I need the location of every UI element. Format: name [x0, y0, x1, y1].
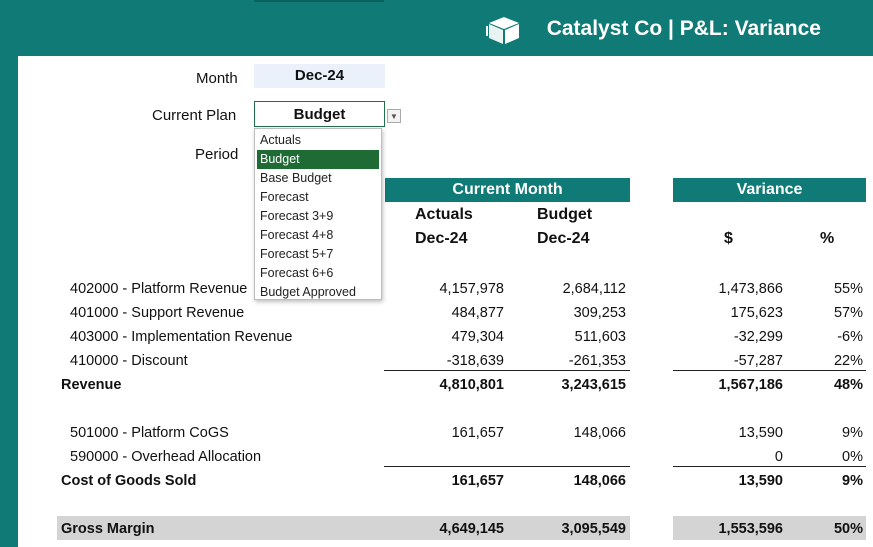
- header-bar: [0, 0, 873, 56]
- dropdown-option-forecast-6-6[interactable]: Forecast 6+6: [260, 266, 334, 280]
- header-accent: [254, 0, 384, 2]
- cell-actuals: 479,304: [451, 329, 504, 345]
- current-plan-select[interactable]: Budget: [254, 101, 385, 127]
- period-label: Period: [195, 146, 239, 163]
- dropdown-option-budget-approved[interactable]: Budget Approved: [260, 285, 356, 299]
- cell-budget: -261,353: [568, 353, 626, 369]
- cell-budget: 3,095,549: [561, 521, 626, 537]
- cell-variance-pct: 0%: [842, 449, 863, 465]
- page-title: Catalyst Co | P&L: Variance: [546, 17, 821, 40]
- cell-variance-pct: 9%: [842, 473, 863, 489]
- cell-actuals: 4,649,145: [439, 521, 504, 537]
- subtotal-divider: [673, 370, 866, 371]
- dropdown-option-budget[interactable]: Budget: [257, 150, 379, 169]
- cell-budget: 511,603: [574, 329, 626, 345]
- cell-variance: 1,567,186: [718, 377, 783, 393]
- current-plan-label: Current Plan: [152, 107, 237, 124]
- percent-column-header: %: [820, 230, 835, 247]
- actuals-column-header: Actuals: [415, 206, 473, 223]
- subtotal-divider: [384, 466, 630, 467]
- month-label: Month: [196, 70, 238, 87]
- cell-variance: 1,473,866: [718, 281, 783, 297]
- subtotal-divider: [673, 466, 866, 467]
- cell-actuals: 4,810,801: [439, 377, 504, 393]
- budget-period-header: Dec-24: [537, 230, 590, 247]
- month-field[interactable]: Dec-24: [254, 64, 385, 88]
- cell-variance-pct: 22%: [833, 353, 863, 369]
- cell-actuals: 161,657: [451, 425, 504, 441]
- plan-dropdown-list: Actuals Budget Base Budget Forecast Fore…: [254, 128, 382, 300]
- cell-variance-pct: 57%: [833, 305, 863, 321]
- cell-variance-pct: 50%: [833, 521, 863, 537]
- dropdown-option-forecast-3-9[interactable]: Forecast 3+9: [260, 209, 334, 223]
- dollar-column-header: $: [724, 230, 733, 247]
- cell-budget: 148,066: [573, 425, 626, 441]
- row-label-platform-revenue: 402000 - Platform Revenue: [70, 281, 248, 297]
- budget-column-header: Budget: [537, 206, 593, 223]
- cell-variance: 13,590: [738, 473, 783, 489]
- row-label-support-revenue: 401000 - Support Revenue: [70, 305, 245, 321]
- row-label-overhead-allocation: 590000 - Overhead Allocation: [70, 449, 262, 465]
- cell-variance: 0: [774, 449, 783, 465]
- cell-variance: 175,623: [730, 305, 783, 321]
- cell-variance: 1,553,596: [718, 521, 783, 537]
- cell-actuals: 161,657: [451, 473, 504, 489]
- subtotal-divider: [384, 370, 630, 371]
- dropdown-option-base-budget[interactable]: Base Budget: [260, 171, 332, 185]
- row-label-revenue-total: Revenue: [61, 377, 122, 393]
- cell-variance-pct: -6%: [837, 329, 863, 345]
- cell-actuals: 484,877: [451, 305, 504, 321]
- cell-actuals: 4,157,978: [439, 281, 504, 297]
- cell-budget: 2,684,112: [562, 281, 626, 297]
- cell-variance-pct: 48%: [833, 377, 863, 393]
- cell-budget: 148,066: [573, 473, 626, 489]
- left-accent-bar: [0, 0, 18, 547]
- row-label-discount: 410000 - Discount: [70, 353, 188, 369]
- cell-budget: 309,253: [573, 305, 626, 321]
- cell-variance: 13,590: [738, 425, 783, 441]
- cell-budget: 3,243,615: [561, 377, 626, 393]
- cell-variance: -32,299: [733, 329, 783, 345]
- cell-variance: -57,287: [733, 353, 783, 369]
- row-label-cogs-total: Cost of Goods Sold: [61, 473, 197, 489]
- building-blocks-icon: [486, 17, 519, 44]
- row-label-implementation-revenue: 403000 - Implementation Revenue: [70, 329, 293, 345]
- current-month-header: Current Month: [385, 178, 630, 202]
- gross-margin-band: [57, 516, 630, 540]
- dropdown-option-actuals[interactable]: Actuals: [260, 133, 301, 147]
- gross-margin-band: [673, 516, 866, 540]
- dropdown-option-forecast-5-7[interactable]: Forecast 5+7: [260, 247, 334, 261]
- cell-variance-pct: 55%: [833, 281, 863, 297]
- row-label-platform-cogs: 501000 - Platform CoGS: [70, 425, 229, 441]
- actuals-period-header: Dec-24: [415, 230, 468, 247]
- cell-actuals: -318,639: [446, 353, 504, 369]
- dropdown-arrow-icon[interactable]: ▼: [387, 109, 401, 123]
- dropdown-option-forecast-4-8[interactable]: Forecast 4+8: [260, 228, 334, 242]
- dropdown-option-forecast[interactable]: Forecast: [260, 190, 309, 204]
- row-label-gross-margin: Gross Margin: [61, 521, 155, 537]
- variance-header: Variance: [673, 178, 866, 202]
- cell-variance-pct: 9%: [842, 425, 863, 441]
